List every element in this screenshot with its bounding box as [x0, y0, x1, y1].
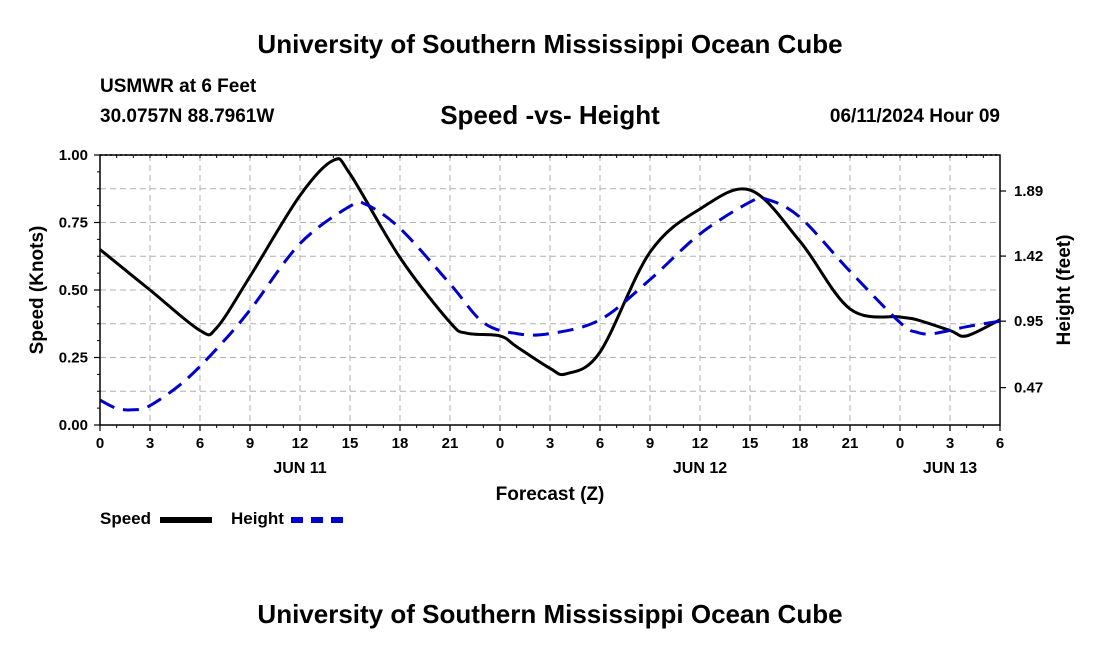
series-line-height [99, 196, 1001, 412]
x-tick-label: 3 [146, 435, 154, 452]
y-axis-label: Speed (Knots) [27, 226, 48, 355]
x-tick-label: 0 [96, 435, 104, 452]
legend-height-swatch [291, 517, 343, 523]
y2-tick-label: 0.47 [1014, 380, 1043, 397]
y2-tick-label: 1.42 [1014, 248, 1043, 265]
y2-axis-label: Height (feet) [1054, 235, 1075, 346]
y-tick-label: 0.25 [59, 350, 88, 367]
axis-ticks: 0 3 6 9 12 15 18 21 0 3 6 9 12 15 18 21 0 3 6 JUN 11 JUN 12 J… [59, 147, 1043, 477]
x-tick-label: 21 [842, 435, 859, 452]
forecast-datetime: 06/11/2024 Hour 09 [829, 106, 1000, 127]
x-tick-label: 6 [596, 435, 604, 452]
plot-frame [99, 154, 1001, 426]
y-tick-label: 0.50 [59, 282, 88, 299]
y2-tick-label: 1.89 [1014, 183, 1043, 200]
x-tick-label: 15 [742, 435, 759, 452]
x-tick-label: 6 [196, 435, 204, 452]
x-date-label: JUN 11 [273, 460, 326, 477]
x-tick-label: 18 [392, 435, 409, 452]
series-line-speed [99, 157, 1001, 377]
x-tick-label: 6 [996, 435, 1004, 452]
x-tick-label: 12 [692, 435, 709, 452]
legend-speed-swatch [160, 517, 212, 523]
x-tick-label: 3 [946, 435, 954, 452]
station-coordinates: 30.0757N 88.7961W [100, 106, 275, 127]
x-tick-label: 12 [292, 435, 309, 452]
y-tick-label: 0.00 [59, 417, 88, 434]
x-tick-label: 9 [646, 435, 654, 452]
x-tick-label: 15 [342, 435, 359, 452]
station-name: USMWR at 6 Feet [100, 76, 257, 97]
grid [100, 154, 1000, 425]
x-tick-label: 0 [896, 435, 904, 452]
y-tick-label: 1.00 [59, 147, 88, 164]
x-tick-label: 3 [546, 435, 554, 452]
x-tick-label: 21 [442, 435, 459, 452]
x-axis-label: Forecast (Z) [496, 484, 605, 505]
x-tick-label: 9 [246, 435, 254, 452]
x-date-label: JUN 12 [673, 460, 727, 477]
y2-tick-label: 0.95 [1014, 313, 1043, 330]
footer-title: University of Southern Mississippi Ocean… [257, 599, 843, 629]
x-tick-label: 0 [496, 435, 504, 452]
series-layer [99, 157, 1001, 412]
page-title: University of Southern Mississippi Ocean… [257, 29, 843, 59]
legend-height-label: Height [231, 509, 284, 528]
legend-speed-label: Speed [100, 509, 152, 528]
x-tick-label: 18 [792, 435, 809, 452]
chart-title: Speed -vs- Height [440, 100, 660, 130]
x-date-label: JUN 13 [923, 460, 977, 477]
y-tick-label: 0.75 [59, 215, 88, 232]
